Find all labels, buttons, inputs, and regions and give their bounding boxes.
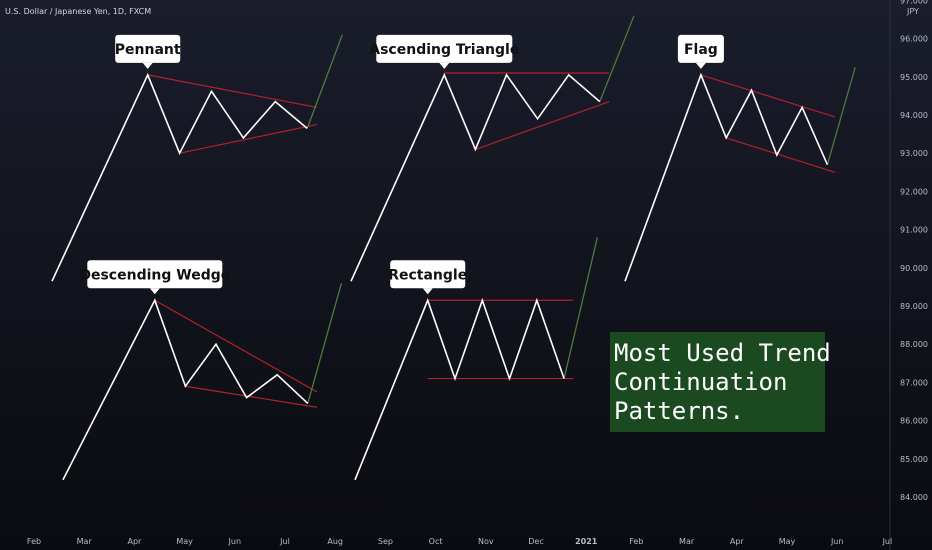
time-tick-label: Jun xyxy=(228,537,242,546)
callout-line-3: Patterns. xyxy=(614,397,744,425)
pattern-pennant: Pennant xyxy=(51,34,343,282)
price-tick-label: 88.000 xyxy=(900,340,928,349)
boundary-line xyxy=(700,74,836,118)
pattern-label-box xyxy=(115,34,181,63)
price-tick-label: 85.000 xyxy=(900,455,928,464)
pattern-label-box xyxy=(376,34,513,63)
price-tick-label: 96.000 xyxy=(900,35,928,44)
pattern-label-pointer xyxy=(422,288,433,295)
pattern-label-pointer xyxy=(149,288,160,295)
pattern-label-box xyxy=(390,260,466,289)
price-tick-label: 95.000 xyxy=(900,73,928,82)
price-tick-label: 93.000 xyxy=(900,149,928,158)
price-tick-label: 91.000 xyxy=(900,226,928,235)
pattern-label: Rectangle xyxy=(388,267,467,283)
time-tick-label: Dec xyxy=(528,537,543,546)
time-tick-label: May xyxy=(779,537,796,546)
symbol-title: U.S. Dollar / Japanese Yen, 1D, FXCM xyxy=(5,7,151,16)
breakout-line xyxy=(599,15,635,102)
price-tick-label: 87.000 xyxy=(900,378,928,387)
pattern-label-pointer xyxy=(695,62,706,69)
patterns-layer: Pennant Ascending Triangle Flag Descending … xyxy=(51,15,856,481)
time-tick-label: 2021 xyxy=(575,537,598,546)
price-tick-label: 97.000 xyxy=(900,0,928,5)
pattern-label-box xyxy=(87,260,223,289)
pattern-label: Pennant xyxy=(115,42,181,58)
boundary-line xyxy=(185,385,318,408)
price-path xyxy=(51,72,308,282)
breakout-line xyxy=(826,67,856,165)
price-tick-label: 90.000 xyxy=(900,264,928,273)
price-path xyxy=(62,298,309,481)
pattern-label-box xyxy=(677,34,724,63)
time-tick-label: Sep xyxy=(378,537,393,546)
pattern-rectangle: Rectangle xyxy=(354,237,599,481)
currency-label: JPY xyxy=(906,7,919,16)
price-tick-label: 94.000 xyxy=(900,111,928,120)
callout-background xyxy=(610,332,825,432)
pattern-ascending-triangle: Ascending Triangle xyxy=(350,15,635,282)
time-tick-label: Oct xyxy=(429,537,443,546)
time-tick-label: Mar xyxy=(77,537,93,546)
price-tick-label: 84.000 xyxy=(900,493,928,502)
price-tick-label: 89.000 xyxy=(900,302,928,311)
breakout-line xyxy=(307,282,343,404)
price-path xyxy=(350,72,601,282)
callout-box: Most Used Trend Continuation Patterns. xyxy=(610,332,831,432)
boundary-line xyxy=(147,74,317,108)
boundary-line xyxy=(726,137,836,173)
time-tick-label: Feb xyxy=(27,537,41,546)
pattern-label: Ascending Triangle xyxy=(369,42,519,58)
time-tick-label: May xyxy=(176,537,193,546)
price-path xyxy=(624,72,829,282)
boundary-line xyxy=(475,101,610,150)
price-tick-label: 92.000 xyxy=(900,187,928,196)
price-axis: 84.000 85.000 86.000 87.000 88.000 89.000 90.0… xyxy=(900,0,928,502)
time-axis: Feb Mar Apr May Jun Jul Aug Sep Oct Nov Dec 2021 Feb… xyxy=(27,537,892,546)
time-tick-label: Jun xyxy=(830,537,844,546)
time-tick-label: Jul xyxy=(279,537,290,546)
price-tick-label: 86.000 xyxy=(900,417,928,426)
pattern-label-pointer xyxy=(142,62,153,69)
time-tick-label: Jul xyxy=(882,537,893,546)
pattern-flag: Flag xyxy=(624,34,856,282)
pattern-label: Descending Wedge xyxy=(79,267,230,283)
callout-line-1: Most Used Trend xyxy=(614,339,831,367)
time-tick-label: Feb xyxy=(629,537,643,546)
callout-line-2: Continuation xyxy=(614,368,787,396)
boundary-line xyxy=(154,299,318,393)
breakout-line xyxy=(563,237,599,379)
pattern-label: Flag xyxy=(684,42,718,58)
time-tick-label: Apr xyxy=(730,537,745,546)
time-tick-label: Apr xyxy=(127,537,142,546)
time-tick-label: Nov xyxy=(478,537,494,546)
price-path xyxy=(354,297,565,481)
boundary-line xyxy=(179,123,317,154)
time-tick-label: Aug xyxy=(327,537,343,546)
time-tick-label: Mar xyxy=(679,537,695,546)
breakout-line xyxy=(306,34,343,129)
pattern-label-pointer xyxy=(439,62,450,69)
pattern-descending-wedge: Descending Wedge xyxy=(62,260,343,481)
